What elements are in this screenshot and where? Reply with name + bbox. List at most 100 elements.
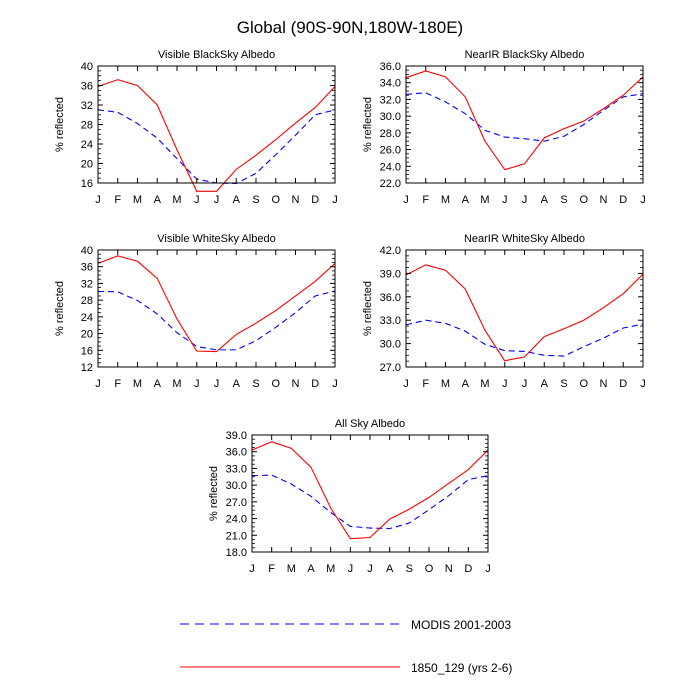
panel-title: Visible BlackSky Albedo xyxy=(158,49,275,61)
x-tick-label: J xyxy=(485,563,491,575)
x-tick-label: N xyxy=(445,563,453,575)
y-axis-label: % reflected xyxy=(54,281,66,336)
y-tick-label: 20 xyxy=(81,159,93,171)
x-tick-label: F xyxy=(114,378,121,390)
y-tick-label: 39.0 xyxy=(226,430,247,442)
x-tick-label: J xyxy=(640,194,646,206)
y-axis-label: % reflected xyxy=(208,466,220,521)
x-tick-label: J xyxy=(194,194,200,206)
x-tick-label: M xyxy=(172,378,181,390)
x-tick-label: N xyxy=(600,194,608,206)
x-tick-label: J xyxy=(214,194,220,206)
x-tick-label: S xyxy=(560,378,567,390)
x-tick-label: M xyxy=(326,563,335,575)
x-tick-label: J xyxy=(95,194,101,206)
x-tick-label: S xyxy=(252,194,259,206)
x-tick-label: F xyxy=(422,378,429,390)
x-tick-label: J xyxy=(249,563,255,575)
x-tick-label: A xyxy=(233,378,241,390)
model-series-line xyxy=(405,70,644,171)
x-tick-label: O xyxy=(579,378,588,390)
y-tick-label: 22.0 xyxy=(380,178,401,190)
y-tick-label: 33.0 xyxy=(380,315,401,327)
x-tick-label: S xyxy=(252,378,259,390)
x-tick-label: J xyxy=(502,378,508,390)
x-tick-label: J xyxy=(214,378,220,390)
x-tick-label: J xyxy=(332,194,338,206)
x-tick-label: O xyxy=(425,563,434,575)
x-tick-label: D xyxy=(619,194,627,206)
x-tick-label: A xyxy=(154,194,162,206)
x-tick-label: N xyxy=(600,378,608,390)
y-tick-label: 32 xyxy=(81,278,93,290)
x-tick-label: F xyxy=(114,194,121,206)
y-tick-label: 28 xyxy=(81,120,93,132)
x-tick-label: D xyxy=(619,378,627,390)
x-tick-label: A xyxy=(154,378,162,390)
x-tick-label: J xyxy=(194,378,200,390)
figure-title: Global (90S-90N,180W-180E) xyxy=(237,18,463,37)
y-tick-label: 34.0 xyxy=(380,78,401,90)
x-tick-label: M xyxy=(133,378,142,390)
x-tick-label: A xyxy=(541,194,549,206)
y-tick-label: 21.0 xyxy=(226,530,247,542)
y-tick-label: 32 xyxy=(81,100,93,112)
x-tick-label: J xyxy=(403,194,409,206)
x-tick-label: J xyxy=(95,378,101,390)
legend-modis-label: MODIS 2001-2003 xyxy=(411,618,511,632)
x-tick-label: M xyxy=(441,378,450,390)
y-tick-label: 39.0 xyxy=(380,268,401,280)
y-tick-label: 24 xyxy=(81,312,93,324)
panel-title: All Sky Albedo xyxy=(335,418,405,430)
modis-series-line xyxy=(97,109,336,185)
y-tick-label: 30.0 xyxy=(380,111,401,123)
x-tick-label: A xyxy=(386,563,394,575)
x-tick-label: M xyxy=(133,194,142,206)
x-tick-label: M xyxy=(441,194,450,206)
y-tick-label: 28 xyxy=(81,295,93,307)
x-tick-label: J xyxy=(522,194,528,206)
y-tick-label: 12 xyxy=(81,362,93,374)
x-tick-label: M xyxy=(172,194,181,206)
x-tick-label: J xyxy=(348,563,354,575)
plot-frame xyxy=(251,434,489,553)
y-tick-label: 33.0 xyxy=(226,463,247,475)
modis-series-line xyxy=(251,474,489,530)
x-tick-label: F xyxy=(268,563,275,575)
y-axis-label: % reflected xyxy=(362,97,374,152)
y-tick-label: 16 xyxy=(81,345,93,357)
plot-frame xyxy=(405,249,644,368)
y-tick-label: 24.0 xyxy=(226,514,247,526)
y-tick-label: 20 xyxy=(81,329,93,341)
x-tick-label: J xyxy=(640,378,646,390)
y-tick-label: 26.0 xyxy=(380,145,401,157)
model-series-line xyxy=(405,264,644,362)
y-tick-label: 18.0 xyxy=(226,547,247,559)
y-tick-label: 42.0 xyxy=(380,245,401,257)
panel-title: NearIR BlackSky Albedo xyxy=(465,49,585,61)
y-tick-label: 30.0 xyxy=(226,480,247,492)
y-tick-label: 24.0 xyxy=(380,161,401,173)
plot-frame xyxy=(405,65,644,184)
x-tick-label: J xyxy=(367,563,373,575)
x-tick-label: J xyxy=(502,194,508,206)
x-tick-label: O xyxy=(579,194,588,206)
x-tick-label: M xyxy=(480,378,489,390)
y-tick-label: 27.0 xyxy=(226,497,247,509)
x-tick-label: A xyxy=(462,378,470,390)
y-tick-label: 40 xyxy=(81,245,93,257)
y-tick-label: 32.0 xyxy=(380,94,401,106)
x-tick-label: M xyxy=(287,563,296,575)
x-tick-label: F xyxy=(422,194,429,206)
model-series-line xyxy=(97,79,336,192)
y-tick-label: 28.0 xyxy=(380,128,401,140)
y-tick-label: 16 xyxy=(81,178,93,190)
x-tick-label: A xyxy=(462,194,470,206)
y-tick-label: 36 xyxy=(81,262,93,274)
x-tick-label: O xyxy=(271,378,280,390)
y-tick-label: 40 xyxy=(81,61,93,73)
